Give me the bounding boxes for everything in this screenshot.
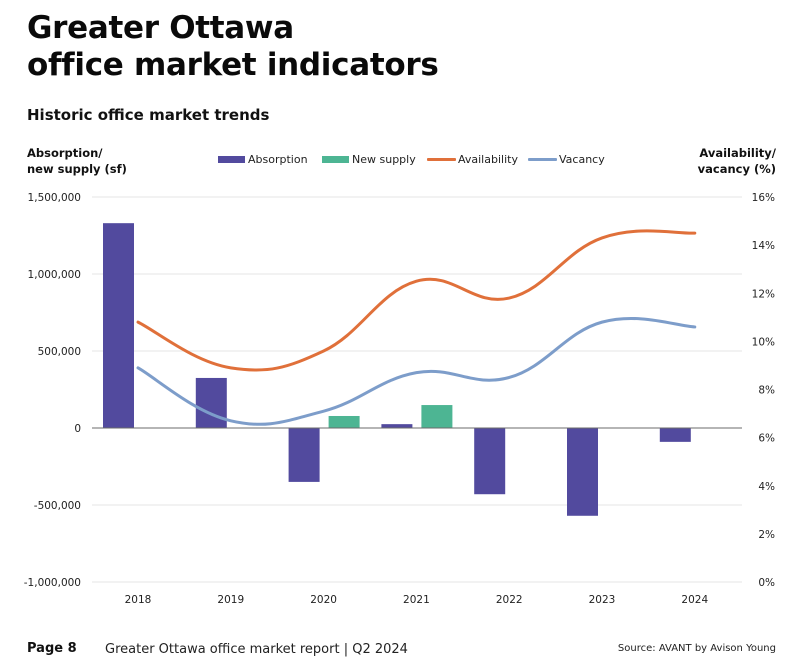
bar-new-supply	[328, 415, 360, 428]
legend-item-vacancy: Vacancy	[528, 153, 605, 166]
left-tick-label: 0	[74, 423, 81, 435]
x-tick-label: 2018	[125, 594, 152, 606]
right-tick-label: 6%	[758, 433, 775, 445]
left-tick-label: 1,000,000	[28, 269, 81, 281]
page-title-line1: Greater Ottawa	[27, 10, 294, 46]
left-axis-ticks: 1,500,000 1,000,000 500,000 0 -500,000 -1,000…	[24, 192, 81, 589]
right-tick-label: 2%	[758, 529, 775, 541]
x-tick-label: 2021	[403, 594, 430, 606]
left-tick-label: -500,000	[34, 500, 81, 512]
legend-item-absorption: Absorption	[218, 153, 308, 166]
page-number: Page 8	[27, 641, 77, 656]
bar-absorption	[195, 377, 227, 428]
line-series	[136, 229, 697, 426]
right-tick-label: 14%	[752, 240, 775, 252]
chart-legend: Absorption New supply Availability Vacan…	[0, 153, 800, 169]
x-axis-ticks: 2018 2019 2020 2021 2022 2023 2024	[125, 594, 709, 606]
left-tick-label: -1,000,000	[24, 577, 81, 589]
legend-item-new-supply: New supply	[322, 153, 416, 166]
left-axis-title-line2: new supply (sf)	[27, 162, 127, 176]
left-axis-title-line1: Absorption/	[27, 146, 103, 160]
right-tick-label: 0%	[758, 577, 775, 589]
right-tick-label: 16%	[752, 192, 775, 204]
bar-absorption	[659, 428, 691, 442]
bar-absorption	[288, 428, 320, 482]
page-title-line2: office market indicators	[27, 47, 439, 83]
right-tick-label: 4%	[758, 481, 775, 493]
right-axis-title-line2: vacancy (%)	[697, 162, 776, 176]
x-tick-label: 2022	[496, 594, 523, 606]
report-title: Greater Ottawa office market report | Q2…	[105, 642, 408, 657]
left-tick-label: 500,000	[38, 346, 81, 358]
right-tick-label: 10%	[752, 336, 775, 348]
right-axis-title-line1: Availability/	[699, 146, 776, 160]
legend-swatch-availability	[427, 158, 456, 161]
x-tick-label: 2024	[681, 594, 708, 606]
right-tick-label: 8%	[758, 385, 775, 397]
left-tick-label: 1,500,000	[28, 192, 81, 204]
line-vacancy	[136, 317, 697, 426]
x-tick-label: 2019	[217, 594, 244, 606]
x-tick-label: 2023	[589, 594, 616, 606]
source-note: Source: AVANT by Avison Young	[617, 643, 776, 654]
legend-label-vacancy: Vacancy	[559, 153, 605, 166]
legend-item-availability: Availability	[427, 153, 518, 166]
right-axis-title: Availability/ vacancy (%)	[698, 145, 776, 177]
bar-series	[103, 223, 691, 516]
bar-new-supply	[421, 405, 453, 428]
bar-absorption	[474, 428, 506, 495]
left-axis-title: Absorption/ new supply (sf)	[27, 145, 127, 177]
chart-title: Historic office market trends	[27, 106, 270, 124]
gridlines	[92, 196, 742, 583]
legend-label-new-supply: New supply	[352, 153, 416, 166]
line-availability	[136, 229, 697, 372]
legend-label-availability: Availability	[458, 153, 518, 166]
bar-absorption	[567, 428, 598, 516]
bar-absorption	[381, 424, 413, 428]
page-title: Greater Ottawa office market indicators	[27, 10, 439, 84]
right-tick-label: 12%	[752, 288, 775, 300]
legend-swatch-vacancy	[528, 158, 557, 161]
legend-swatch-absorption	[218, 156, 245, 163]
x-tick-label: 2020	[310, 594, 337, 606]
right-axis-ticks: 16% 14% 12% 10% 8% 6% 4% 2% 0%	[752, 192, 775, 589]
bar-absorption	[103, 223, 134, 428]
legend-label-absorption: Absorption	[248, 153, 308, 166]
legend-swatch-new-supply	[322, 156, 349, 163]
